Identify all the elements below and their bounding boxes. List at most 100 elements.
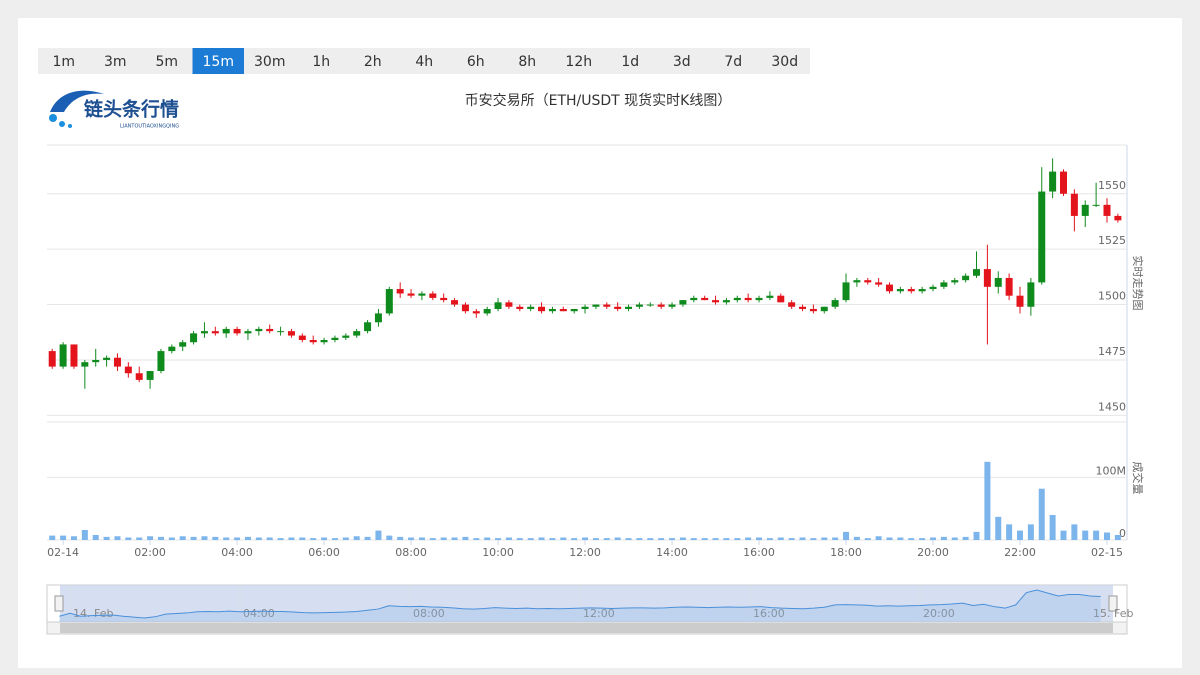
candle-body xyxy=(287,331,295,336)
interval-button[interactable]: 6h xyxy=(467,54,485,70)
volume-bar xyxy=(353,536,360,540)
candle-body xyxy=(1027,282,1035,307)
volume-bar xyxy=(157,536,164,540)
volume-bar xyxy=(1060,530,1067,540)
volume-bar xyxy=(538,537,545,540)
volume-bar xyxy=(636,538,643,540)
candle-body xyxy=(1103,204,1111,216)
volume-bar xyxy=(549,538,556,540)
interval-button[interactable]: 12h xyxy=(565,54,592,70)
candle-body xyxy=(766,295,774,298)
volume-bar xyxy=(571,538,578,540)
candle-body xyxy=(701,297,709,301)
interval-button[interactable]: 5m xyxy=(155,54,178,70)
volume-bar xyxy=(418,537,425,540)
interval-button[interactable]: 1m xyxy=(52,54,75,70)
volume-bar xyxy=(310,538,317,540)
volume-bar xyxy=(321,537,328,540)
candle-body xyxy=(211,331,219,334)
candle-body xyxy=(70,344,78,367)
candle-body xyxy=(331,337,339,341)
volume-bar xyxy=(658,538,665,540)
volume-bar xyxy=(1038,488,1045,540)
volume-bar xyxy=(734,538,741,540)
candle-body xyxy=(896,289,904,292)
volume-bar xyxy=(49,535,56,540)
y-tick-label: 1550 xyxy=(1098,179,1126,192)
candle-body xyxy=(799,306,807,309)
volume-bar xyxy=(462,536,469,540)
candle-body xyxy=(679,300,687,305)
candle-body xyxy=(538,306,546,312)
volume-bar xyxy=(505,537,512,540)
logo: 链头条行情 LIANTOUTIAOXINGQING xyxy=(49,90,179,130)
candle-body xyxy=(124,366,132,374)
candle-body xyxy=(407,293,415,296)
interval-button[interactable]: 4h xyxy=(415,54,433,70)
volume-bar xyxy=(60,535,67,540)
navigator-area xyxy=(59,590,1101,622)
navigator-handle[interactable] xyxy=(54,595,64,612)
x-tick-label: 12:00 xyxy=(569,546,601,559)
candle-body xyxy=(1092,204,1100,206)
x-tick-label: 18:00 xyxy=(830,546,862,559)
navigator-line xyxy=(59,589,1101,619)
interval-button[interactable]: 15m xyxy=(203,54,234,70)
candle-body xyxy=(396,289,404,294)
volume-bar xyxy=(516,538,523,540)
candle-body xyxy=(418,293,426,296)
volume-bar xyxy=(495,538,502,540)
navigator-handle[interactable] xyxy=(1108,595,1118,612)
candle-body xyxy=(788,302,796,307)
interval-button[interactable]: 3m xyxy=(104,54,127,70)
interval-button[interactable]: 30d xyxy=(771,54,798,70)
interval-button[interactable]: 1h xyxy=(312,54,330,70)
volume-bar xyxy=(1027,524,1034,540)
candle-body xyxy=(494,302,502,309)
navigator-mask[interactable] xyxy=(60,585,1113,622)
volume-bar xyxy=(832,537,839,540)
candle-body xyxy=(570,308,578,312)
interval-button[interactable]: 8h xyxy=(518,54,536,70)
y-tick-label: 1525 xyxy=(1098,234,1126,247)
candle-body xyxy=(918,289,926,292)
candle-body xyxy=(222,328,230,334)
candle-body xyxy=(722,300,730,303)
navigator-label: 12:00 xyxy=(583,607,615,620)
x-tick-label: 22:00 xyxy=(1004,546,1036,559)
candle-body xyxy=(559,308,567,312)
volume-bar xyxy=(114,536,121,540)
volume-bar xyxy=(451,537,458,540)
volume-bar xyxy=(527,538,534,540)
navigator-label: 15. Feb xyxy=(1093,607,1133,620)
candle-body xyxy=(146,371,154,380)
volume-bar xyxy=(81,529,88,540)
interval-button[interactable]: 7d xyxy=(724,54,742,70)
candle-body xyxy=(548,308,556,312)
volume-bar xyxy=(408,537,415,540)
candle-body xyxy=(266,328,274,332)
volume-bar xyxy=(168,537,175,540)
candle-body xyxy=(48,351,56,367)
volume-bar xyxy=(266,537,273,540)
candle-body xyxy=(461,304,469,312)
volume-tick-label: 0 xyxy=(1119,527,1126,540)
volume-bar xyxy=(951,537,958,540)
scrollbar-thumb[interactable] xyxy=(60,623,1113,633)
interval-button[interactable]: 1d xyxy=(621,54,639,70)
interval-button[interactable]: 2h xyxy=(364,54,382,70)
logo-name: 链头条行情 xyxy=(84,98,179,121)
candle-body xyxy=(592,304,600,307)
interval-button[interactable]: 3d xyxy=(673,54,691,70)
candle-body xyxy=(113,357,121,367)
candle-body xyxy=(277,331,285,333)
volume-bar xyxy=(125,537,132,540)
candle-body xyxy=(472,311,480,314)
volume-bar xyxy=(1017,530,1024,540)
interval-button[interactable]: 30m xyxy=(254,54,285,70)
interval-button-active[interactable] xyxy=(192,48,245,74)
candle-body xyxy=(59,344,67,367)
volume-bar xyxy=(1006,524,1013,540)
volume-bar xyxy=(962,536,969,540)
volume-tick-label: 100M xyxy=(1096,464,1127,477)
